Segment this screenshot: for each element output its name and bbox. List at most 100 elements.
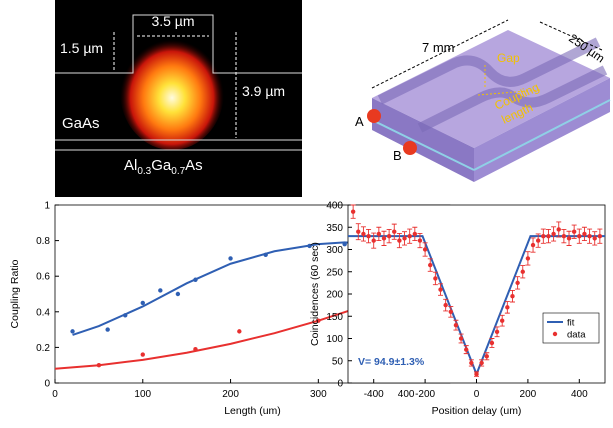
data-point [505,305,510,310]
data-point [407,233,412,239]
y-tick-label: 0.8 [36,236,50,247]
data-point [474,371,479,377]
y-tick-label: 0.4 [36,307,50,318]
y-tick-label: 0.2 [36,343,50,354]
data-point [592,236,597,241]
data-point [422,247,428,252]
data-point [464,347,469,352]
data-point [105,327,110,332]
data-point [515,280,520,286]
data-point [140,300,145,306]
data-point [546,233,551,239]
label-part: Al [124,157,137,174]
x-tick-label: 0 [474,389,480,400]
x-tick-label: 100 [134,389,151,400]
width-label: 3.5 µm [151,13,194,29]
x-tick-label: 0 [52,389,58,400]
data-point [500,318,505,323]
data-point [356,229,361,234]
x-axis-label: Length (um) [224,405,281,417]
data-point [582,231,587,237]
x-tick-label: -400 [364,389,384,400]
port-label: B [393,148,402,163]
data-point [381,236,387,241]
data-point [417,238,423,243]
data-point [140,352,145,357]
data-point [577,233,582,239]
label-part: Ga [151,157,172,174]
length-label: 7 mm [422,40,455,55]
data-point [70,329,75,334]
data-point [366,233,371,239]
legend-box [542,312,600,344]
data-point [458,336,464,341]
data-point [386,233,392,239]
ridge-label: 1.5 µm [60,40,103,56]
x-tick-label: 300 [310,389,327,400]
data-point [453,322,459,328]
y-tick-label: 1 [44,201,50,212]
label-part: 0.3 [137,166,151,177]
x-axis-label: Position delay (um) [432,405,522,417]
y-tick-label: 150 [326,312,343,323]
core-label: GaAs [62,115,100,132]
data-point [448,309,453,314]
data-point [361,231,366,237]
data-point [510,294,515,299]
x-tick-label: 400 [398,389,415,400]
x-tick-label: -200 [415,389,435,400]
y-tick-label: 0 [44,379,50,390]
y-tick-label: 200 [326,290,343,301]
substrate-label: Al0.3Ga0.7As [124,157,203,177]
data-point [484,354,489,359]
data-point [376,231,382,237]
height-label: 3.9 µm [242,83,285,99]
gap-label: Gap [497,51,520,65]
data-point [479,360,484,366]
y-tick-label: 350 [326,223,343,234]
port-label: A [355,114,364,129]
y-tick-label: 250 [326,267,343,278]
x-tick-label: 200 [222,389,239,400]
data-point [535,238,541,243]
data-point [566,236,572,241]
data-point [469,360,474,366]
x-tick-label: 200 [520,389,537,400]
y-tick-label: 400 [326,201,343,212]
data-point [561,233,567,239]
fit-line [72,241,372,336]
label-part: 0.7 [171,166,185,177]
plot-area [347,204,606,384]
data-point [397,238,402,243]
y-tick-label: 300 [326,245,343,256]
legend-label: data [567,330,586,341]
data-point [228,256,233,261]
y-axis-label: Coincidences (60 sec) [309,242,321,346]
data-point [402,236,407,241]
data-point [350,209,356,214]
legend-label: fit [567,318,575,329]
mode-image: 3.5 µm 1.5 µm 3.9 µm GaAs Al0.3Ga0.7As [55,0,302,197]
annotation: V= 94.9±1.3% [358,356,425,368]
data-point [443,302,448,308]
data-point [438,287,443,292]
data-point [551,231,556,237]
legend-swatch [552,331,558,337]
data-point [556,227,561,232]
x-tick-label: 400 [571,389,588,400]
y-tick-label: 50 [332,356,344,367]
data-point [525,256,531,261]
data-point [428,262,433,268]
data-point [587,233,592,239]
device-schematic: 7 mm 250 µm Gap Coupling length A B [355,19,611,182]
data-point [392,229,397,234]
data-point [541,233,546,239]
y-axis-label: Coupling Ratio [9,259,21,328]
data-point [597,233,603,239]
data-point [371,238,376,243]
data-point [571,229,577,234]
data-point [175,291,181,297]
data-point [489,340,495,346]
data-point [530,242,536,248]
